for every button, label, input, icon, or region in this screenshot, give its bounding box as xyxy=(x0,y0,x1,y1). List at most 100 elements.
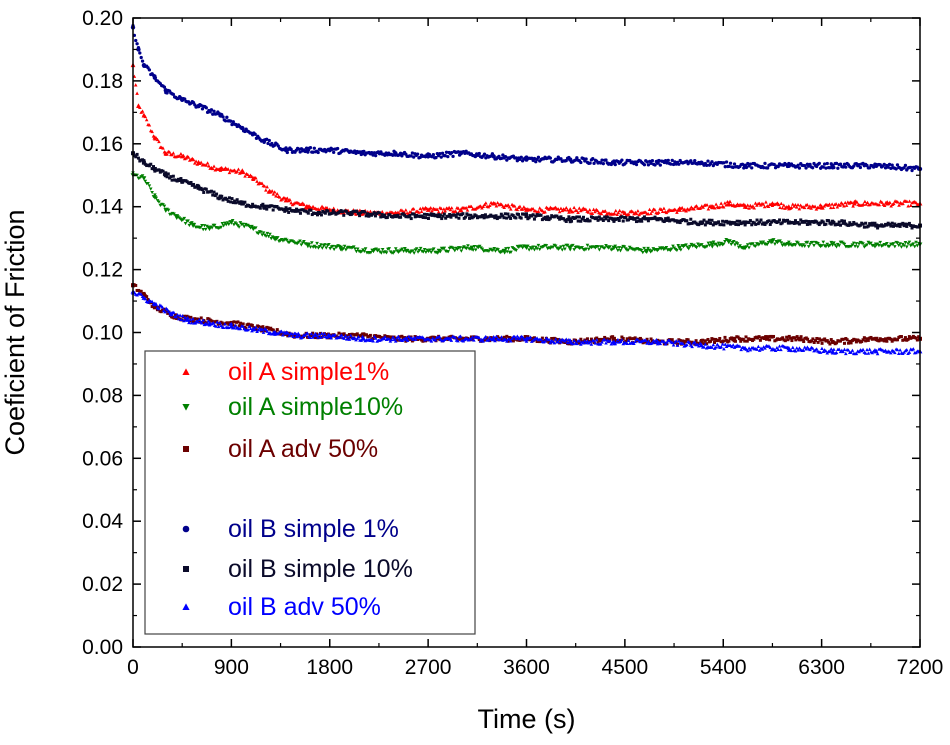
trace-point xyxy=(723,240,727,244)
trace-point xyxy=(359,250,364,254)
trace-point xyxy=(805,222,809,226)
trace-point xyxy=(758,338,762,342)
x-tick-label: 900 xyxy=(214,656,249,679)
trace-point xyxy=(626,212,631,216)
trace-point xyxy=(318,206,323,210)
trace-point xyxy=(205,161,210,165)
trace-point xyxy=(559,206,563,210)
trace-point xyxy=(350,332,354,336)
trace-point xyxy=(418,246,423,251)
trace-point xyxy=(429,250,433,255)
trace-point xyxy=(310,241,314,245)
trace-point xyxy=(374,154,378,158)
trace-point xyxy=(493,216,497,220)
trace-point xyxy=(752,337,756,341)
trace-point xyxy=(354,212,358,216)
trace-point xyxy=(248,326,253,331)
series-5 xyxy=(130,289,923,356)
trace-point xyxy=(868,202,872,207)
trace-point xyxy=(543,210,547,214)
trace-point xyxy=(731,343,735,347)
trace-point xyxy=(356,211,360,215)
trace-point xyxy=(694,204,699,208)
trace-point xyxy=(552,341,557,345)
trace-point xyxy=(863,351,868,355)
trace-point xyxy=(181,153,186,158)
trace-point xyxy=(372,211,376,215)
trace-point xyxy=(764,200,768,204)
trace-point xyxy=(909,224,913,228)
trace-point xyxy=(609,342,614,346)
trace-point xyxy=(665,342,669,346)
trace-point xyxy=(895,200,900,204)
trace-point xyxy=(384,251,389,255)
trace-point xyxy=(825,339,829,343)
trace-point xyxy=(705,163,709,167)
trace-point xyxy=(793,336,797,340)
trace-point xyxy=(147,68,152,72)
trace-point xyxy=(210,226,214,230)
trace-point xyxy=(242,225,247,229)
trace-point xyxy=(319,213,323,217)
trace-point xyxy=(563,339,567,343)
trace-point xyxy=(597,337,601,341)
trace-point xyxy=(778,205,782,209)
trace-point xyxy=(442,212,446,216)
y-tick-label: 0.14 xyxy=(82,196,123,219)
trace-point xyxy=(857,163,861,167)
trace-point xyxy=(785,335,789,339)
trace-point xyxy=(865,243,869,247)
trace-point xyxy=(835,205,840,209)
trace-point xyxy=(780,206,785,210)
trace-point xyxy=(743,339,747,343)
trace-point xyxy=(422,212,426,216)
trace-point xyxy=(309,334,313,338)
trace-point xyxy=(748,348,753,352)
trace-point xyxy=(862,225,866,229)
trace-point xyxy=(157,200,161,204)
trace-point xyxy=(250,323,254,327)
trace-point xyxy=(713,340,717,344)
trace-point xyxy=(621,219,625,223)
trace-point xyxy=(840,219,844,223)
x-tick-label: 4500 xyxy=(602,656,649,679)
trace-point xyxy=(482,216,486,220)
trace-point xyxy=(196,159,201,164)
trace-point xyxy=(607,219,611,223)
trace-point xyxy=(379,215,383,219)
trace-point xyxy=(326,332,331,337)
trace-point xyxy=(483,334,488,339)
trace-point xyxy=(179,151,183,156)
trace-point xyxy=(144,117,149,122)
trace-point xyxy=(270,189,274,193)
trace-point xyxy=(447,205,451,210)
trace-point xyxy=(713,206,717,210)
trace-point xyxy=(359,152,363,157)
trace-point xyxy=(566,217,570,221)
trace-point xyxy=(287,333,292,338)
trace-point xyxy=(227,222,231,227)
trace-point xyxy=(265,231,270,236)
trace-point xyxy=(484,201,488,205)
trace-point xyxy=(537,206,542,210)
trace-point xyxy=(136,156,140,160)
trace-point xyxy=(728,161,733,165)
trace-point xyxy=(380,209,385,214)
trace-point xyxy=(906,204,910,208)
trace-point xyxy=(849,341,853,345)
trace-point xyxy=(739,347,743,352)
trace-point xyxy=(297,147,301,151)
trace-point xyxy=(866,351,871,355)
trace-point xyxy=(178,313,182,317)
trace-point xyxy=(564,219,568,223)
trace-point xyxy=(812,244,816,248)
trace-point xyxy=(211,321,216,325)
trace-point xyxy=(828,166,832,170)
trace-point xyxy=(742,166,746,170)
trace-point xyxy=(302,202,306,207)
trace-point xyxy=(284,206,288,210)
trace-point xyxy=(750,223,754,227)
trace-point xyxy=(196,320,200,324)
trace-point xyxy=(632,341,636,345)
trace-point xyxy=(191,320,195,324)
